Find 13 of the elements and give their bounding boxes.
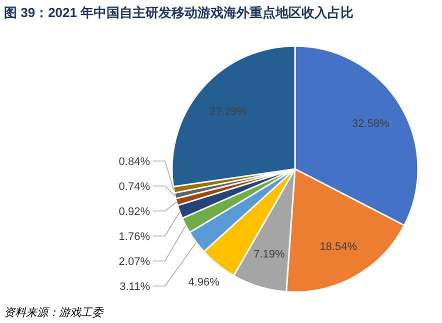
data-label: 2.07% xyxy=(118,256,150,268)
data-label: 1.76% xyxy=(118,231,150,243)
text: 资料来源：游戏工委 xyxy=(4,306,105,319)
data-label: 4.96% xyxy=(188,276,220,288)
data-label: 18.54% xyxy=(320,241,358,254)
data-label: 32.58% xyxy=(352,118,390,130)
data-label: 7.19% xyxy=(254,248,285,261)
chart-title: 图 39：2021 年中国自主研发移动游戏海外重点地区收入占比 xyxy=(4,5,354,20)
data-label: 0.84% xyxy=(118,156,150,168)
data-label: 0.92% xyxy=(118,206,150,218)
data-label: 0.74% xyxy=(118,181,150,193)
data-label: 27.29% xyxy=(209,106,247,118)
data-label: 3.11% xyxy=(120,281,150,293)
